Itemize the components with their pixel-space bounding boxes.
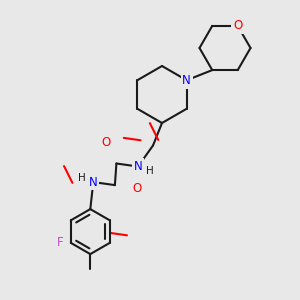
- Text: O: O: [132, 182, 141, 195]
- Text: H: H: [146, 166, 153, 176]
- Text: O: O: [233, 20, 242, 32]
- Text: O: O: [101, 136, 110, 149]
- Text: F: F: [57, 236, 64, 249]
- Text: N: N: [134, 160, 142, 173]
- Text: N: N: [89, 176, 98, 189]
- Text: N: N: [182, 74, 191, 87]
- Text: H: H: [78, 172, 86, 183]
